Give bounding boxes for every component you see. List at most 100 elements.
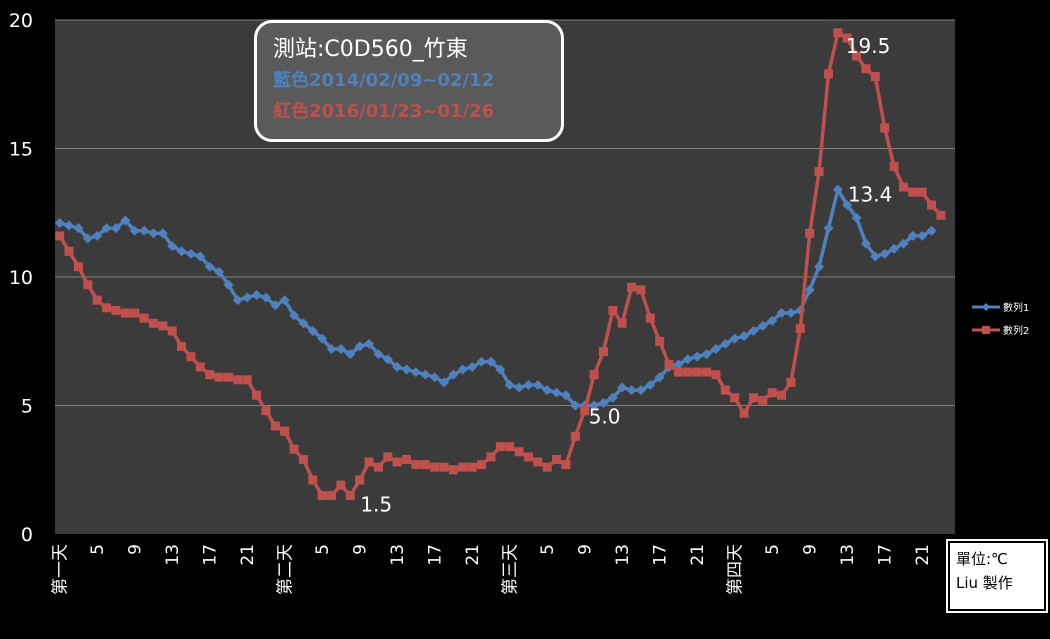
series-1 <box>54 184 937 411</box>
x-tick-label: 17 <box>651 544 671 566</box>
data-point <box>167 241 178 252</box>
x-tick-label: 13 <box>388 544 408 566</box>
data-point <box>355 475 365 485</box>
data-point <box>814 261 825 272</box>
data-point <box>167 326 177 336</box>
data-point <box>335 343 346 354</box>
data-point <box>157 228 168 239</box>
x-tick-label: 5 <box>538 544 558 555</box>
data-point <box>720 385 730 395</box>
data-point <box>889 161 899 171</box>
data-point <box>655 336 665 346</box>
data-point <box>64 246 74 256</box>
data-point <box>776 307 787 318</box>
data-point <box>148 318 158 328</box>
data-point <box>758 395 768 405</box>
data-point <box>607 392 618 403</box>
data-point <box>636 285 646 295</box>
x-tick-label: 17 <box>201 544 221 566</box>
data-point <box>701 349 712 360</box>
data-point <box>757 320 768 331</box>
data-point <box>195 251 206 262</box>
data-point <box>457 364 468 375</box>
data-point <box>870 72 880 82</box>
x-tick-label: 21 <box>913 544 933 566</box>
data-point <box>570 431 580 441</box>
data-point <box>879 248 890 259</box>
data-point <box>880 123 890 133</box>
unit-label: 單位:℃ <box>956 550 1008 568</box>
data-point <box>645 313 655 323</box>
data-point <box>279 295 290 306</box>
data-point <box>495 364 506 375</box>
data-point <box>785 307 796 318</box>
data-point <box>392 457 402 467</box>
data-point <box>402 454 412 464</box>
data-point <box>532 379 543 390</box>
data-point <box>110 223 121 234</box>
x-tick-label: 21 <box>463 544 483 566</box>
legend-label: 數列2 <box>1003 324 1029 337</box>
legend-marker <box>982 326 990 334</box>
data-point <box>158 321 168 331</box>
legend: 數列1 數列2 <box>972 301 1029 337</box>
data-point <box>176 246 187 257</box>
data-point <box>139 313 149 323</box>
data-point <box>767 388 777 398</box>
data-point <box>860 238 871 249</box>
data-point <box>542 462 552 472</box>
unit-box: 單位:℃ Liu 製作 <box>946 539 1048 613</box>
data-point <box>927 200 937 210</box>
data-point <box>870 251 881 262</box>
data-point <box>120 308 130 318</box>
data-label: 19.5 <box>846 34 891 58</box>
x-axis-ticks: 第一天 5 9 13 17 21 第二天 5 9 13 17 21 第三天 5 9 13 17 21 第四天 5 9 13… <box>51 544 934 595</box>
data-point <box>448 369 459 380</box>
data-point <box>626 385 637 396</box>
data-point <box>298 318 309 329</box>
data-point <box>270 300 281 311</box>
data-point <box>92 230 103 241</box>
data-point <box>730 393 740 403</box>
series-group <box>54 28 946 500</box>
data-point <box>420 369 431 380</box>
data-point <box>533 457 543 467</box>
data-point <box>702 367 712 377</box>
data-point <box>232 295 243 306</box>
data-label: 13.4 <box>848 183 893 207</box>
data-point <box>767 315 778 326</box>
data-point <box>908 187 918 197</box>
data-point <box>73 223 84 234</box>
data-point <box>64 220 75 231</box>
data-point <box>429 372 440 383</box>
data-point <box>139 225 150 236</box>
legend-item: 數列2 <box>972 324 1029 337</box>
data-point <box>223 372 233 382</box>
data-point <box>430 462 440 472</box>
data-point <box>720 338 731 349</box>
data-point <box>177 341 187 351</box>
data-point <box>223 279 234 290</box>
x-tick-label: 13 <box>163 544 183 566</box>
data-point <box>289 444 299 454</box>
data-point <box>739 331 750 342</box>
data-point <box>804 284 815 295</box>
data-point <box>842 200 853 211</box>
legend-item: 數列1 <box>972 301 1029 314</box>
x-tick-label: 13 <box>838 544 858 566</box>
y-tick-label: 5 <box>21 396 33 418</box>
data-point <box>186 352 196 362</box>
data-point <box>682 354 693 365</box>
data-point <box>467 361 478 372</box>
data-point <box>683 367 693 377</box>
x-tick-label: 第四天 <box>726 544 746 595</box>
data-point <box>710 343 721 354</box>
y-tick-label: 0 <box>21 524 33 546</box>
data-point <box>308 475 318 485</box>
data-point <box>448 465 458 475</box>
data-point <box>823 223 834 234</box>
red-series-description: 紅色2016/01/23~01/26 <box>273 101 495 122</box>
data-point <box>373 349 384 360</box>
data-point <box>711 370 721 380</box>
data-point <box>673 367 683 377</box>
